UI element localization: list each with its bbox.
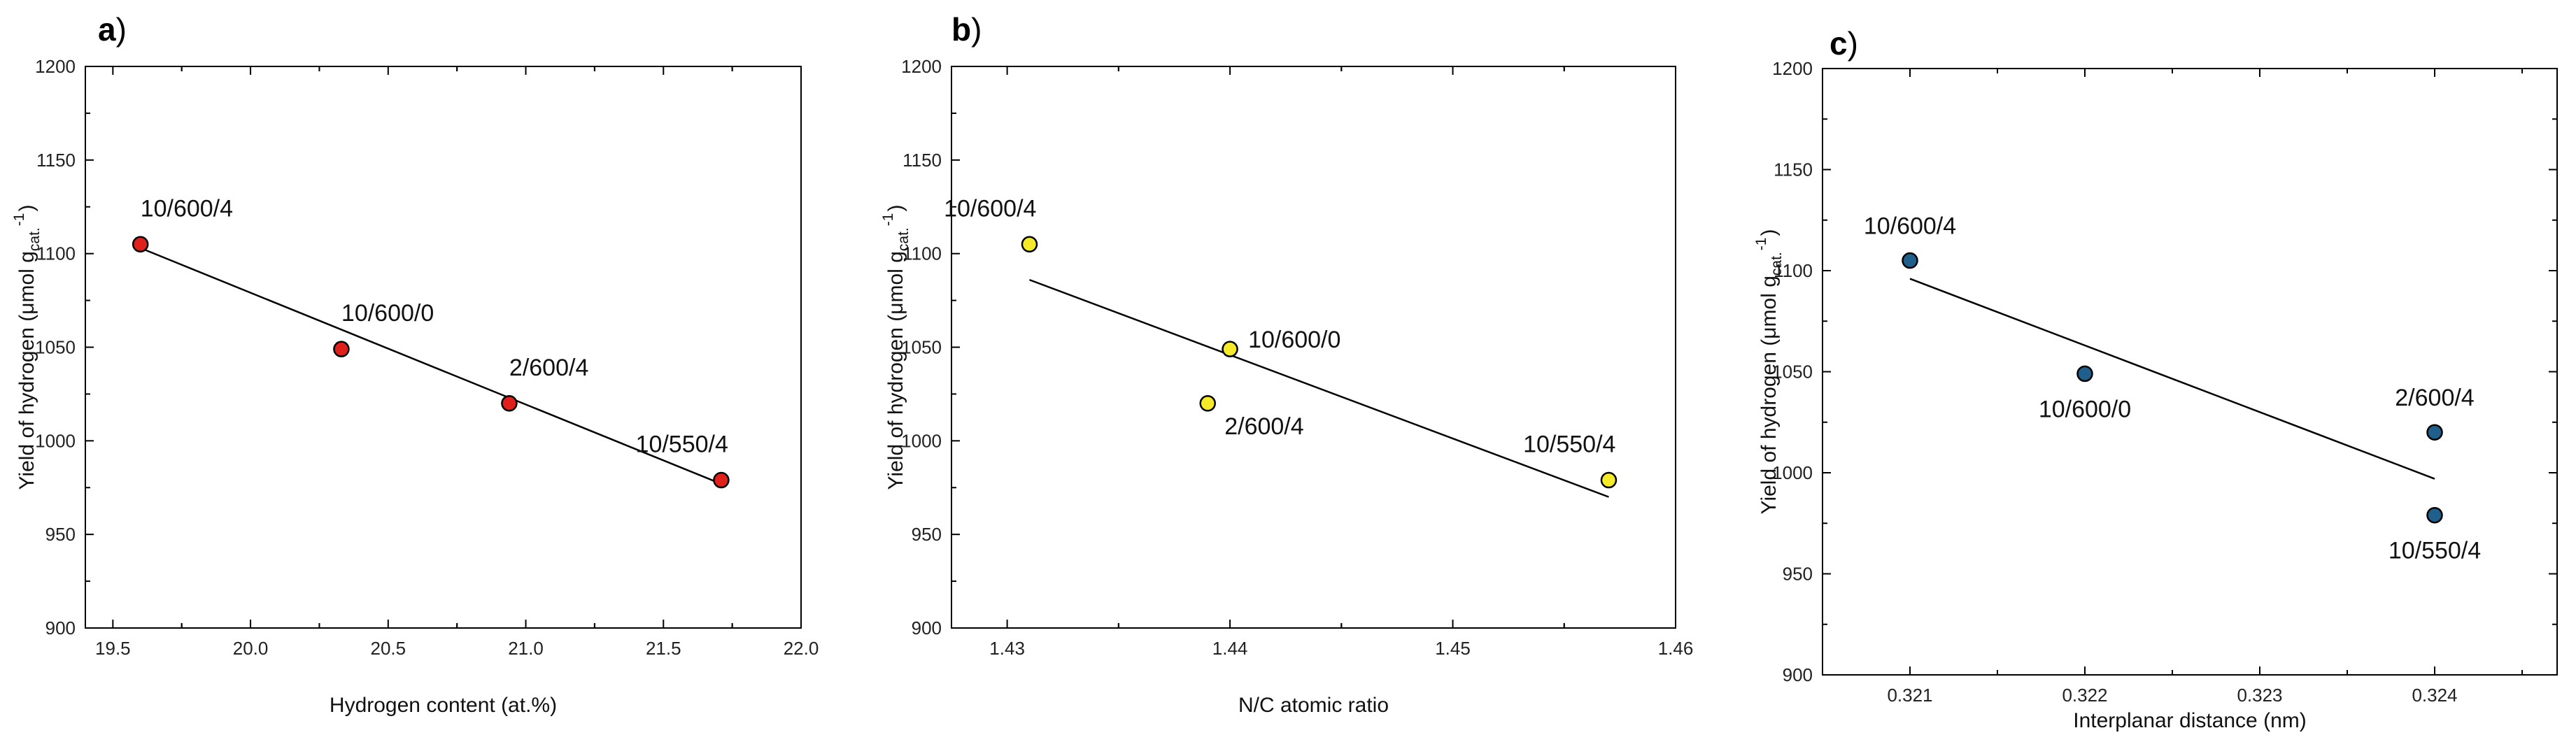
panel-letter-char: a <box>98 11 116 48</box>
y-tick-label: 900 <box>912 618 942 638</box>
y-axis-label-close: ) <box>15 205 38 212</box>
data-point <box>1021 236 1038 253</box>
y-tick-label: 1200 <box>1772 58 1813 79</box>
panel-letter: a) <box>98 11 127 48</box>
data-point <box>713 471 730 489</box>
y-axis-label-sub: cat. <box>896 227 912 251</box>
y-tick-label: 1200 <box>35 56 76 77</box>
y-axis-label-close: ) <box>1757 229 1781 236</box>
panel-letter: c) <box>1830 25 1858 62</box>
x-tick-label: 0.324 <box>2412 685 2457 706</box>
y-tick-label: 900 <box>1783 664 1813 685</box>
data-label: 10/550/4 <box>2389 538 2481 564</box>
y-tick-label: 1000 <box>1772 462 1813 483</box>
y-axis-label-sup: -1 <box>880 213 896 227</box>
y-tick-label: 900 <box>45 618 76 638</box>
panel-letter-char: b <box>951 11 971 48</box>
x-tick-label: 1.45 <box>1435 638 1471 659</box>
data-label: 10/600/4 <box>141 195 233 222</box>
y-axis-label-close: ) <box>884 205 907 212</box>
x-tick-label: 20.5 <box>371 638 406 659</box>
y-tick-label: 950 <box>1783 564 1813 585</box>
x-tick-label: 19.5 <box>95 638 131 659</box>
y-tick-label: 1000 <box>35 430 76 451</box>
y-tick-label: 1100 <box>1774 260 1813 281</box>
data-label: 2/600/4 <box>509 355 588 381</box>
data-label: 2/600/4 <box>1224 413 1303 440</box>
y-tick-label: 1150 <box>1774 159 1813 180</box>
y-tick-label: 1100 <box>903 243 942 264</box>
data-point <box>2426 424 2443 441</box>
data-label: 2/600/4 <box>2395 385 2474 411</box>
data-point <box>1600 471 1618 489</box>
data-point <box>132 236 149 253</box>
panel-letter-char: c <box>1830 25 1848 62</box>
data-point <box>501 395 518 412</box>
panel-letter-paren: ) <box>971 11 982 48</box>
y-axis-label-sub: cat. <box>27 227 43 251</box>
x-tick-label: 0.321 <box>1887 685 1932 706</box>
y-tick-label: 1100 <box>36 243 76 264</box>
data-label: 10/600/0 <box>341 300 434 327</box>
y-axis-label-main: Yield of hydrogen (μmol g <box>15 251 38 490</box>
x-tick-label: 21.5 <box>646 638 681 659</box>
panel-letter-paren: ) <box>116 11 127 48</box>
data-point <box>1199 395 1216 412</box>
y-axis-label-sub: cat. <box>1769 252 1785 276</box>
x-tick-label: 1.46 <box>1658 638 1694 659</box>
x-tick-label: 22.0 <box>784 638 819 659</box>
y-axis-label-main: Yield of hydrogen (μmol g <box>884 251 907 490</box>
y-axis-label: Yield of hydrogen (μmol gcat.-1) <box>1753 229 1785 515</box>
y-tick-label: 1050 <box>35 337 76 358</box>
data-point <box>2426 506 2443 524</box>
chart-panel-a: a) 900 950 1000 1050 1100 1150 1200 19.5 20.0 20.5… <box>11 11 819 717</box>
fit-line <box>140 247 722 485</box>
y-axis-label: Yield of hydrogen (μmol gcat.-1) <box>11 205 43 490</box>
chart-panel-c: c) 900 950 1000 1050 1100 1150 1200 0.321 0.322 0.… <box>1753 25 2558 732</box>
y-tick-label: 1200 <box>901 56 942 77</box>
data-label: 10/600/0 <box>1248 327 1340 353</box>
y-tick-label: 1150 <box>36 150 76 171</box>
data-label: 10/600/4 <box>1864 213 1956 240</box>
plot-frame <box>1822 68 2558 676</box>
fit-line <box>1909 278 2435 480</box>
data-point <box>333 341 350 357</box>
data-label: 10/550/4 <box>1523 431 1615 458</box>
x-tick-label: 21.0 <box>508 638 544 659</box>
data-point <box>1222 341 1238 357</box>
y-axis-label-main: Yield of hydrogen (μmol g <box>1757 276 1781 514</box>
x-tick-label: 0.323 <box>2237 685 2282 706</box>
data-label: 10/600/0 <box>2039 396 2131 422</box>
x-tick-label: 20.0 <box>233 638 269 659</box>
y-axis-label-sup: -1 <box>11 213 27 227</box>
data-point <box>1902 252 1918 269</box>
y-tick-label: 950 <box>912 524 942 545</box>
y-tick-label: 1000 <box>901 430 942 451</box>
y-tick-label: 950 <box>45 524 76 545</box>
panel-letter-paren: ) <box>1848 25 1858 62</box>
y-tick-label: 1050 <box>901 337 942 358</box>
chart-panel-b: b) 900 950 1000 1050 1100 1150 1200 1.43 1.44 1.45… <box>880 11 1693 717</box>
y-tick-label: 1050 <box>1772 362 1813 383</box>
x-axis-label: Interplanar distance (nm) <box>2073 709 2307 732</box>
y-tick-label: 1150 <box>903 150 942 171</box>
plot-frame <box>85 66 802 629</box>
data-label: 10/600/4 <box>944 195 1036 222</box>
x-axis-label: N/C atomic ratio <box>1238 694 1389 717</box>
data-label: 10/550/4 <box>636 431 728 458</box>
y-axis-label-sup: -1 <box>1753 238 1769 251</box>
x-tick-label: 1.43 <box>989 638 1025 659</box>
panel-letter: b) <box>951 11 982 48</box>
data-point <box>2076 365 2093 383</box>
x-axis-label: Hydrogen content (at.%) <box>330 694 557 717</box>
x-tick-label: 0.322 <box>2062 685 2107 706</box>
x-tick-label: 1.44 <box>1212 638 1248 659</box>
y-axis-label: Yield of hydrogen (μmol gcat.-1) <box>880 205 912 490</box>
fit-line <box>1029 278 1609 498</box>
